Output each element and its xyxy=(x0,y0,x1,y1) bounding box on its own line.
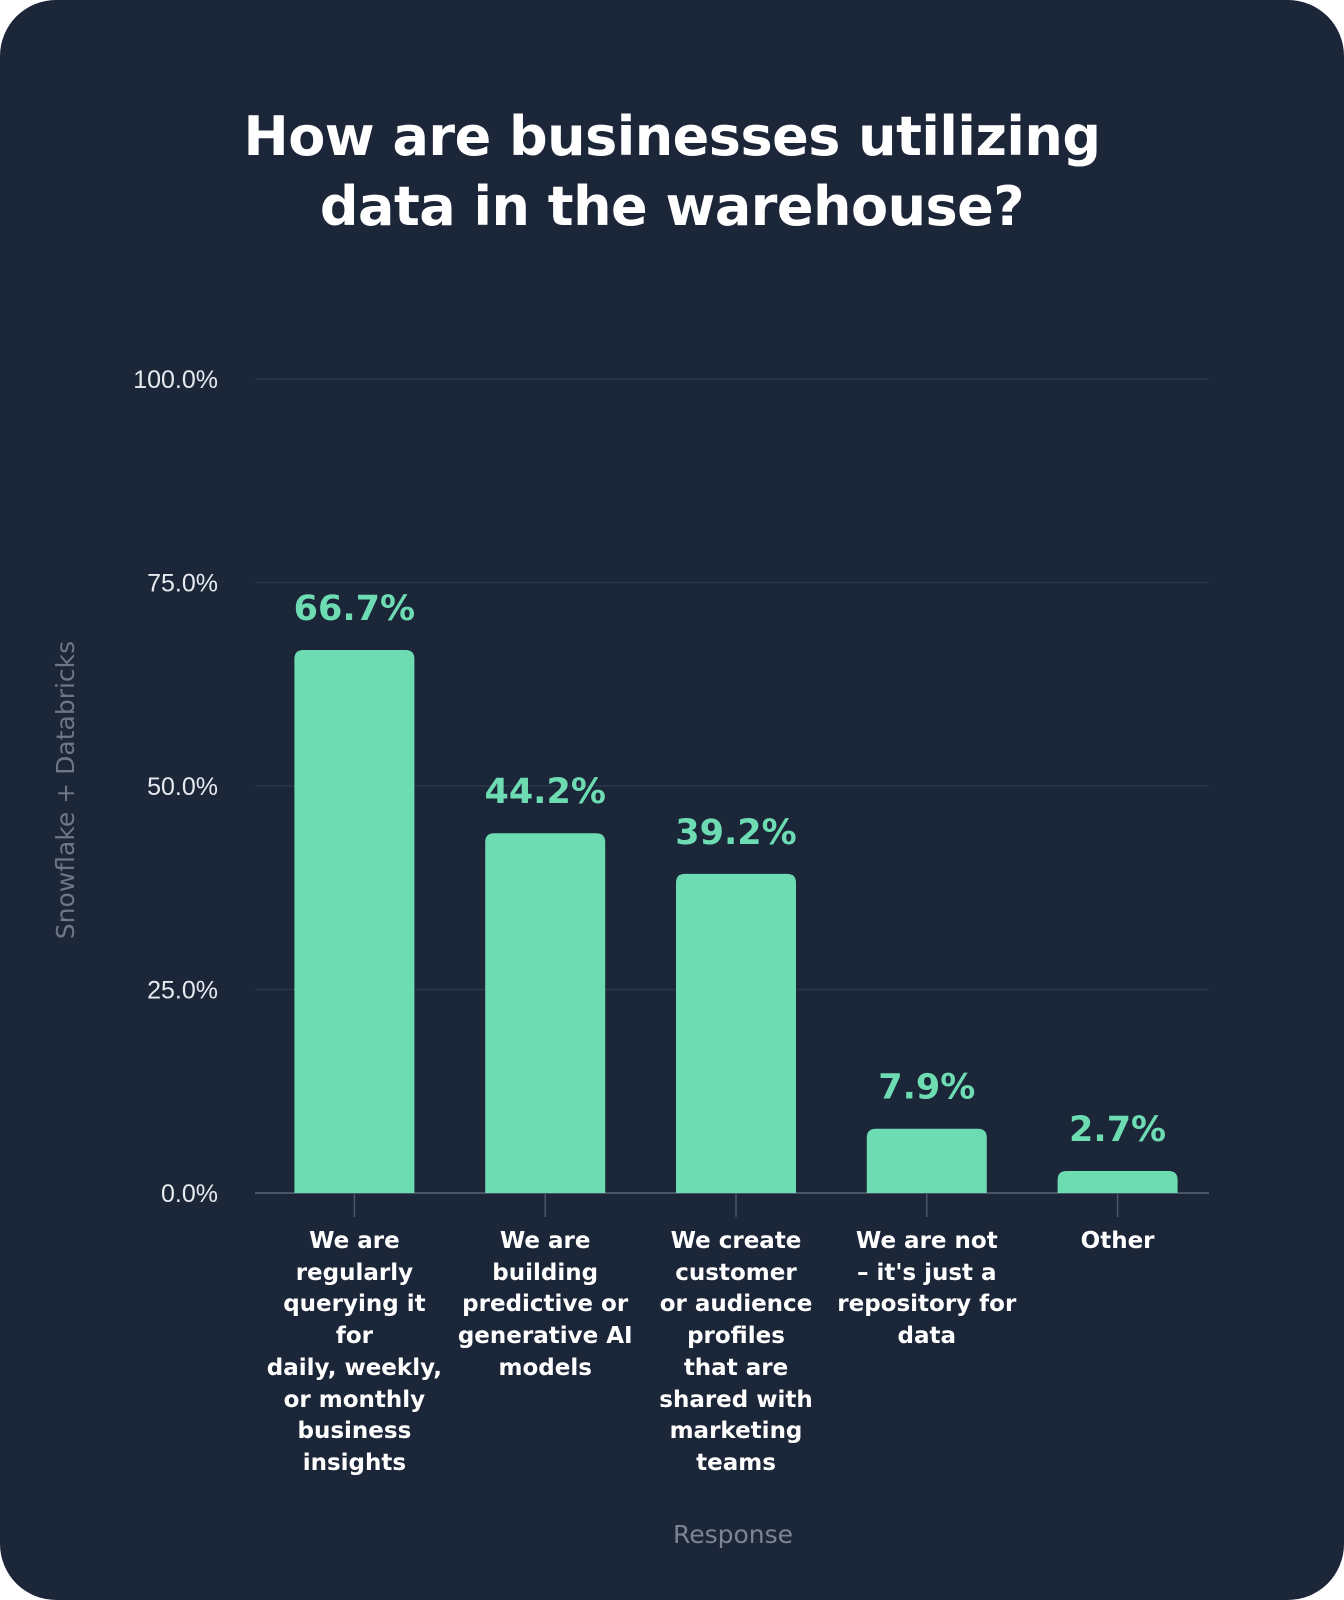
category-label-line: marketing xyxy=(669,1418,803,1445)
category-label-line: or audience xyxy=(659,1291,813,1318)
category-label-line: that are xyxy=(683,1354,789,1381)
category-label-line: generative AI xyxy=(457,1323,633,1350)
bar xyxy=(866,1128,987,1193)
category-label-line: We are xyxy=(309,1228,400,1254)
category-label-line: querying it for xyxy=(283,1291,426,1350)
category-label-line: We create xyxy=(670,1228,802,1254)
value-label: 39.2% xyxy=(675,813,796,853)
category-label-line: or monthly xyxy=(283,1386,426,1413)
category-label-line: We are xyxy=(499,1228,591,1254)
bar xyxy=(485,833,606,1193)
value-label: 44.2% xyxy=(484,772,605,812)
category-label-line: shared with xyxy=(659,1386,813,1413)
category-label-line: repository for xyxy=(837,1291,1017,1318)
category-label: We create customer or audience profiles that… xyxy=(646,1226,826,1480)
category-label-line: regularly xyxy=(295,1259,414,1286)
chart-title: How are businesses utilizing data in the… xyxy=(0,102,1344,242)
category-label-line: insights xyxy=(302,1449,407,1476)
category-label: We are not – it's just a repository for dat… xyxy=(837,1226,1017,1353)
category-label-line: Other xyxy=(1080,1228,1155,1254)
value-label: 7.9% xyxy=(878,1068,975,1108)
category-label: We are building predictive or generative AI… xyxy=(455,1226,635,1385)
value-label: 66.7% xyxy=(294,589,415,629)
chart-title-line-1: How are businesses utilizing xyxy=(243,105,1101,168)
category-label-line: data xyxy=(897,1323,957,1350)
x-axis-title: Response xyxy=(673,1520,793,1549)
category-label-line: building xyxy=(492,1259,599,1286)
y-tick-label: 50.0% xyxy=(147,773,218,801)
category-label-line: We are not xyxy=(855,1228,998,1254)
chart-title-line-2: data in the warehouse? xyxy=(319,175,1025,238)
y-tick-label: 25.0% xyxy=(147,977,218,1005)
bar xyxy=(1057,1171,1178,1193)
category-label: We are regularly querying it for daily, wee… xyxy=(264,1226,444,1480)
value-label: 2.7% xyxy=(1069,1110,1166,1150)
category-label-line: models xyxy=(498,1354,592,1381)
category-label-line: teams xyxy=(696,1449,776,1476)
bar xyxy=(676,873,796,1193)
category-label-line: business xyxy=(297,1418,412,1445)
category-label-line: profiles xyxy=(687,1323,785,1350)
category-label-line: predictive or xyxy=(462,1291,629,1318)
category-label-line: customer xyxy=(675,1259,797,1286)
y-axis-title: Snowflake + Databricks xyxy=(51,641,80,939)
category-label-line: daily, weekly, xyxy=(266,1354,443,1381)
y-tick-label: 75.0% xyxy=(147,570,218,598)
category-label: Other xyxy=(1028,1226,1208,1258)
y-tick-label: 100.0% xyxy=(133,366,218,394)
y-tick-label: 0.0% xyxy=(161,1180,218,1208)
bar xyxy=(294,650,415,1193)
category-label-line: – it's just a xyxy=(856,1259,997,1286)
